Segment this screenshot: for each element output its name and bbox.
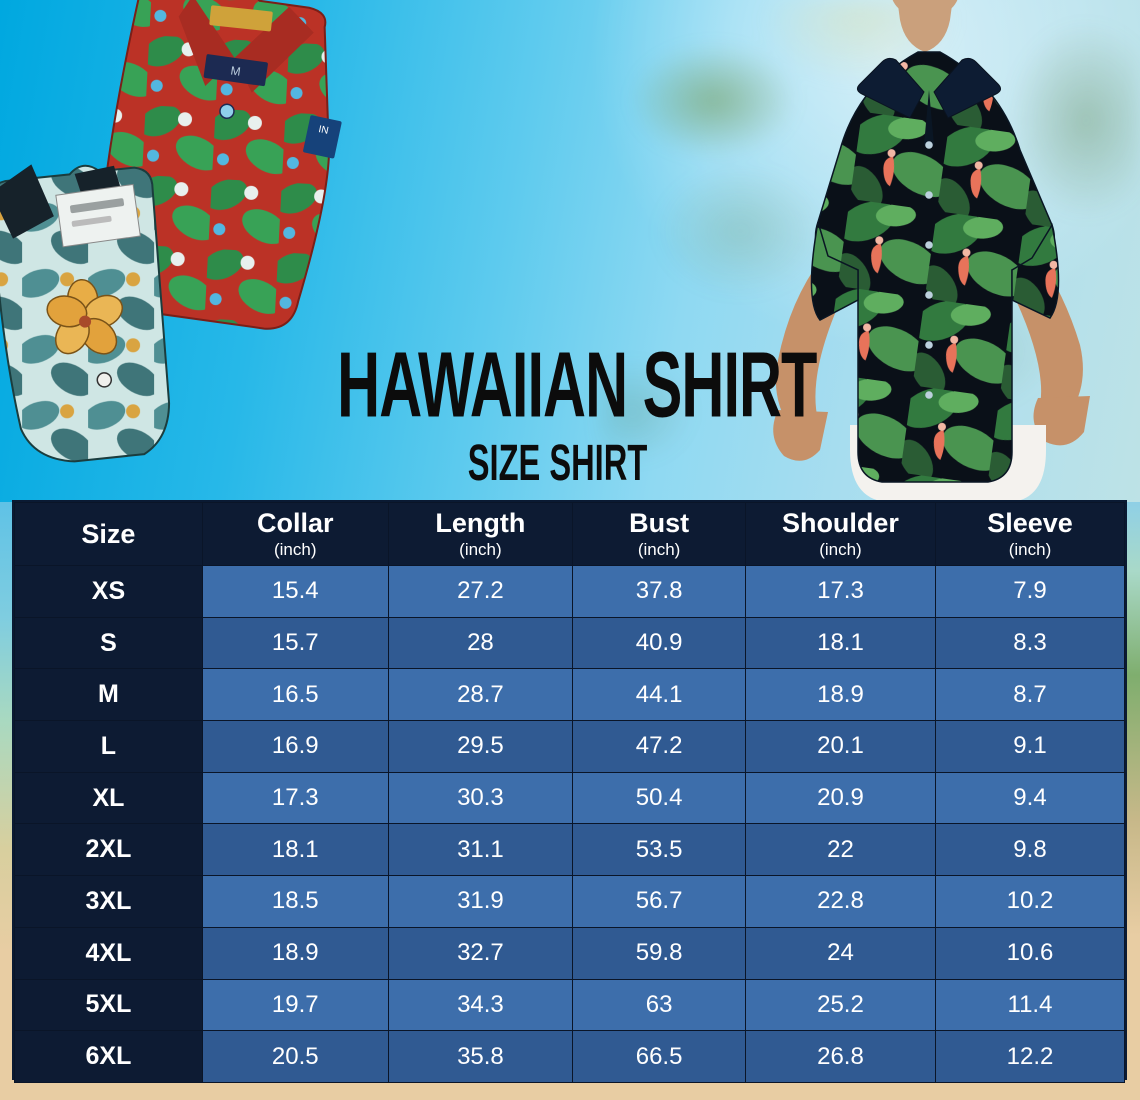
svg-text:M: M bbox=[230, 63, 242, 78]
